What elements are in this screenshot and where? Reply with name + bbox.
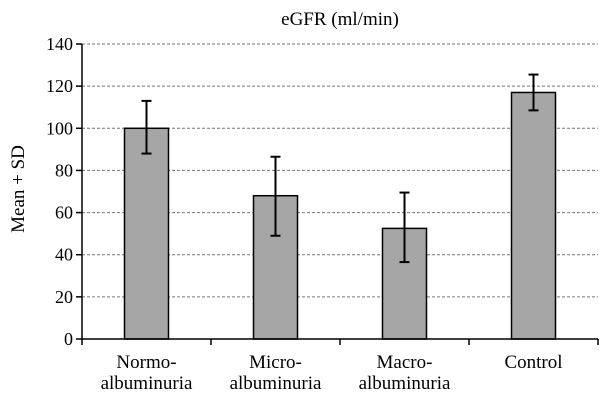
y-tick-label: 60 [55,203,73,223]
y-tick-label: 0 [64,329,73,349]
category-label: Normo-albuminuria [101,352,193,394]
y-axis-label: Mean + SD [8,145,29,233]
bars [123,91,557,340]
axes [76,43,599,345]
category-label: Control [504,352,562,373]
y-tick-label: 120 [46,76,73,96]
category-label: Macro-albuminuria [359,352,451,394]
y-tick-labels: 0 20 40 60 80 100 120 140 [46,34,73,349]
bar [510,91,557,340]
y-tick-label: 100 [46,118,73,138]
chart-title: eGFR (ml/min) [281,9,399,30]
category-label: Micro-albuminuria [230,352,322,394]
y-tick-label: 80 [55,160,73,180]
y-tick-label: 20 [55,287,73,307]
error-bars [141,73,539,264]
bar [123,127,170,340]
category-labels: Normo-albuminuria Micro-albuminuria Macro-… [101,352,563,394]
y-tick-label: 40 [55,245,73,265]
y-tick-label: 140 [46,34,73,54]
